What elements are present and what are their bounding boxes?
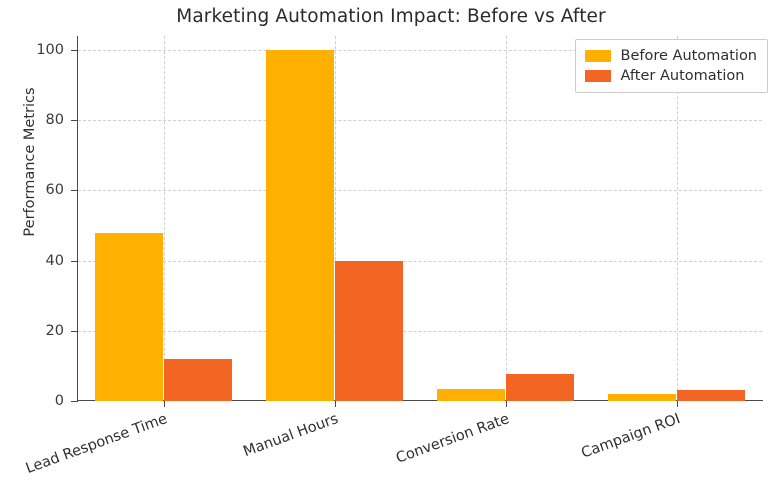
y-tick-label: 80: [45, 112, 64, 129]
x-tick-label: Lead Response Time: [23, 411, 169, 478]
y-tick-mark: [71, 120, 77, 122]
chart-title: Marketing Automation Impact: Before vs A…: [176, 6, 606, 27]
grid-layer: [78, 36, 762, 401]
x-tick-mark: [676, 401, 678, 407]
y-tick-label: 100: [36, 42, 64, 59]
y-tick-label: 40: [45, 252, 64, 269]
gridline-horizontal: [78, 120, 762, 122]
gridline-horizontal: [78, 50, 762, 52]
y-tick-mark: [71, 190, 77, 192]
bar[interactable]: [163, 358, 232, 401]
bar[interactable]: [334, 260, 403, 401]
gridline-vertical: [334, 36, 336, 401]
y-tick-label: 0: [54, 393, 64, 409]
x-axis-spine: [77, 400, 763, 401]
bar[interactable]: [676, 389, 745, 401]
legend-label: After Automation: [620, 68, 745, 84]
bar[interactable]: [505, 373, 574, 401]
legend-label: Before Automation: [620, 48, 757, 64]
y-tick-mark: [71, 330, 77, 332]
y-axis-spine: [77, 36, 78, 402]
chart-legend[interactable]: Before Automation After Automation: [574, 39, 768, 93]
bar[interactable]: [437, 388, 506, 401]
bar[interactable]: [266, 50, 335, 401]
gridline-vertical: [676, 36, 678, 401]
legend-swatch-icon: [584, 70, 611, 82]
gridline-vertical: [163, 36, 165, 401]
y-tick-label: 20: [45, 322, 64, 339]
y-tick-label: 60: [45, 182, 64, 199]
legend-item[interactable]: After Automation: [584, 66, 757, 86]
x-tick-mark: [163, 401, 165, 407]
gridline-vertical: [505, 36, 507, 401]
bar[interactable]: [95, 232, 164, 401]
gridline-horizontal: [78, 260, 762, 262]
y-tick-mark: [71, 401, 77, 402]
x-tick-mark: [505, 401, 507, 407]
gridline-horizontal: [78, 190, 762, 192]
y-axis-label: Performance Metrics: [22, 87, 38, 237]
legend-item[interactable]: Before Automation: [584, 46, 757, 66]
x-tick-mark: [334, 401, 336, 407]
bars-layer: [78, 36, 762, 401]
plot-area: [78, 36, 762, 401]
y-tick-mark: [71, 50, 77, 52]
gridline-horizontal: [78, 330, 762, 332]
bar[interactable]: [608, 393, 677, 401]
y-tick-mark: [71, 260, 77, 262]
legend-swatch-icon: [584, 50, 611, 62]
